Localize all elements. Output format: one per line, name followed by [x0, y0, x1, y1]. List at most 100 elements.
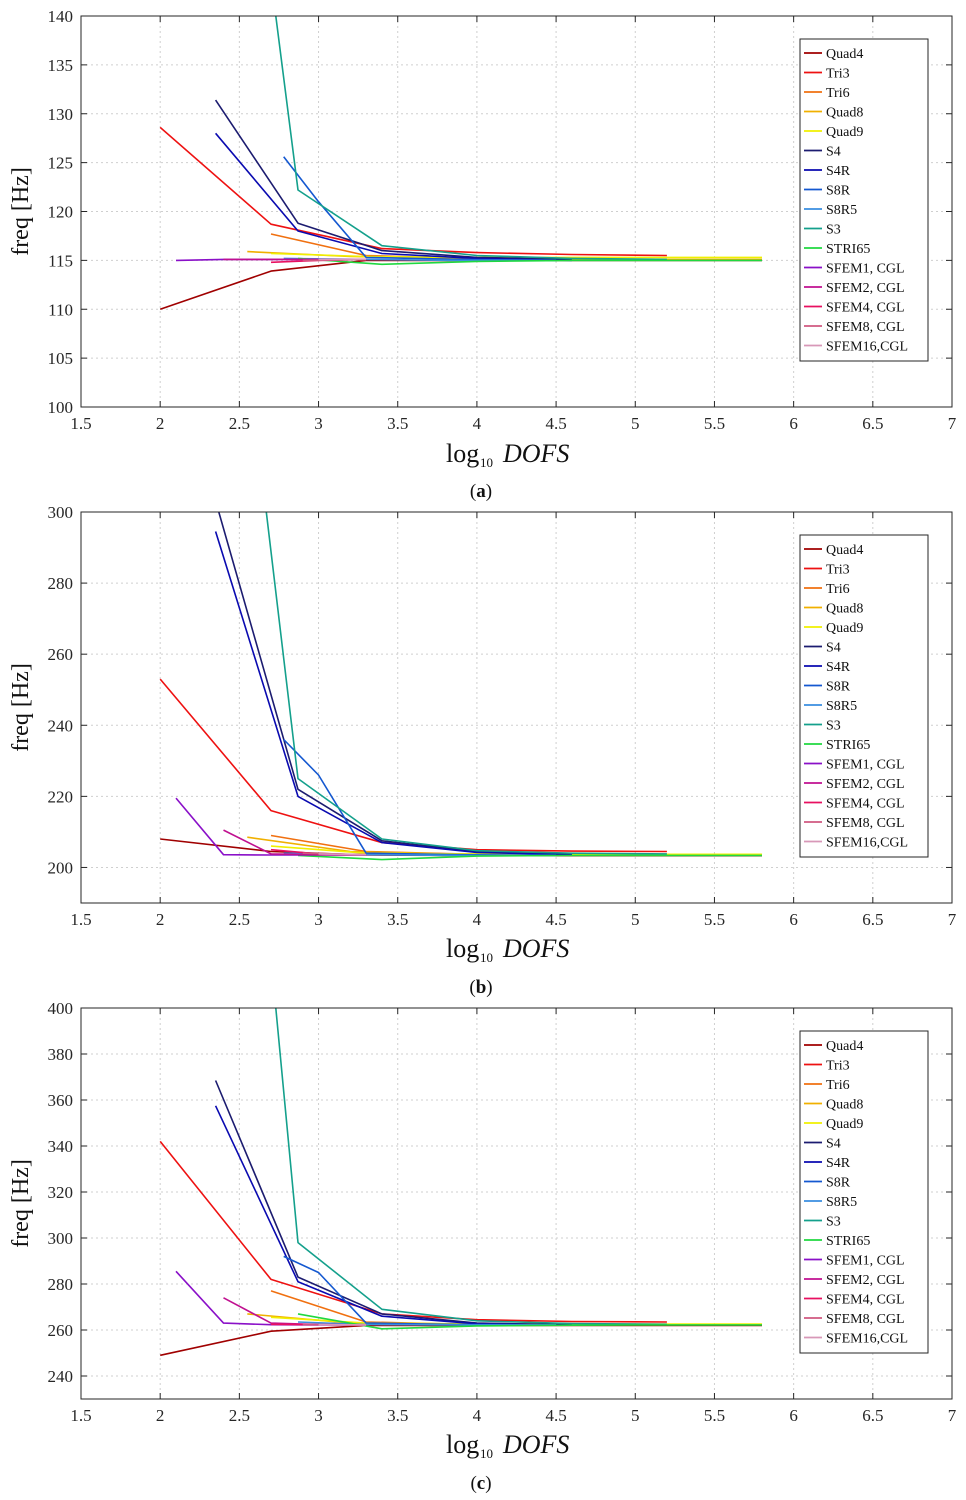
legend-label: S8R5: [826, 203, 857, 218]
legend-label: Quad8: [826, 106, 863, 121]
panel-label-close: ): [486, 977, 492, 998]
legend-item-tri6: Tri6: [804, 582, 850, 597]
legend-item-s8r: S8R: [804, 184, 851, 199]
legend-item-s8r5: S8R5: [804, 699, 857, 714]
series-line-s3: [275, 1008, 667, 1326]
y-tick-label: 120: [48, 203, 74, 222]
x-tick-label: 3: [314, 414, 323, 433]
legend-label: Quad4: [826, 47, 863, 62]
legend-item-quad8: Quad8: [804, 1098, 863, 1113]
x-tick-label: 3.5: [387, 414, 408, 433]
legend-label: S8R5: [826, 699, 857, 714]
x-axis-label-var: DOFS: [502, 439, 569, 468]
legend-label: Quad9: [826, 125, 863, 140]
legend-item-s3: S3: [804, 1215, 841, 1230]
legend-label: SFEM1, CGL: [826, 262, 905, 277]
axes-box: [80, 1007, 953, 1400]
legend-label: STRI65: [826, 242, 870, 257]
x-axis-label-log: log: [446, 934, 479, 963]
x-axis-label-log: log: [446, 439, 479, 468]
x-tick-label: 2.5: [229, 414, 250, 433]
y-tick-label: 100: [48, 398, 74, 417]
legend-label: S8R: [826, 1176, 851, 1191]
legend-item-s4r: S4R: [804, 1156, 851, 1171]
legend-item-tri3: Tri3: [804, 67, 850, 82]
x-tick-label: 2: [156, 414, 165, 433]
legend-label: S4R: [826, 660, 851, 675]
y-tick-label: 110: [48, 300, 73, 319]
legend-item-s3: S3: [804, 223, 841, 238]
legend-label: S4: [826, 1137, 841, 1152]
legend-label: SFEM8, CGL: [826, 816, 905, 831]
legend-item-quad9: Quad9: [804, 621, 863, 636]
x-tick-label: 7: [948, 910, 957, 929]
x-axis-label: log 10 DOFS: [446, 439, 569, 470]
chart-panel-b: 1.5 2 2.5 3 3.5 4 4.5 5 5.5 6 6.5 7 200 220 240 260 280 3…: [8, 503, 957, 998]
legend-item-s8r: S8R: [804, 1176, 851, 1191]
y-axis-label: freq [Hz]: [8, 167, 34, 256]
legend-item-s4r: S4R: [804, 164, 851, 179]
legend-label: SFEM2, CGL: [826, 281, 905, 296]
series-line-s4r: [214, 531, 572, 856]
x-tick-label: 6: [789, 414, 798, 433]
x-tick-label: 7: [948, 414, 957, 433]
x-tick-label: 5.5: [704, 1406, 725, 1425]
panel-label-letter: c: [477, 1473, 485, 1494]
y-axis-label: freq [Hz]: [8, 1159, 34, 1248]
legend-label: Tri3: [826, 67, 850, 82]
series-line-stri65: [297, 1313, 762, 1330]
x-tick-label: 6.5: [862, 1406, 883, 1425]
legend-item-sfem8-cgl: SFEM8, CGL: [804, 816, 905, 831]
series-line-stri65: [297, 854, 762, 861]
legend-item-sfem4-cgl: SFEM4, CGL: [804, 797, 905, 812]
x-tick-label: 5.5: [704, 414, 725, 433]
legend-label: Tri6: [826, 1078, 850, 1093]
legend-label: SFEM2, CGL: [826, 1273, 905, 1288]
x-tick-label: 5: [631, 414, 640, 433]
legend-label: S8R: [826, 680, 851, 695]
legend-item-sfem4-cgl: SFEM4, CGL: [804, 1293, 905, 1308]
y-tick-label: 280: [48, 1275, 74, 1294]
legend-item-tri3: Tri3: [804, 1059, 850, 1074]
panel-label: (a): [470, 481, 492, 502]
x-tick-label: 4: [473, 1406, 482, 1425]
legend-item-sfem2-cgl: SFEM2, CGL: [804, 1273, 905, 1288]
y-axis-label: freq [Hz]: [8, 663, 34, 752]
legend-label: S3: [826, 719, 841, 734]
legend-label: Quad9: [826, 621, 863, 636]
series-line-s3: [275, 16, 667, 261]
legend-item-stri65: STRI65: [804, 242, 870, 257]
y-tick-label: 260: [48, 1321, 74, 1340]
panel-label-open: (: [469, 977, 475, 998]
legend-label: SFEM8, CGL: [826, 1312, 905, 1327]
legend-label: SFEM8, CGL: [826, 320, 905, 335]
legend-item-quad8: Quad8: [804, 106, 863, 121]
legend-item-sfem16-cgl: SFEM16,CGL: [804, 1332, 908, 1347]
legend-label: SFEM4, CGL: [826, 1293, 905, 1308]
legend-label: S3: [826, 223, 841, 238]
x-tick-label: 5: [631, 910, 640, 929]
y-tick-label: 140: [48, 7, 74, 26]
legend: Quad4 Tri3 Tri6 Quad8 Quad9 S4 S4R S8R S8R5 S3 STR…: [799, 534, 929, 858]
legend-label: Quad4: [826, 1039, 863, 1054]
legend-label: SFEM16,CGL: [826, 340, 908, 355]
panel-label-open: (: [470, 1473, 476, 1494]
x-axis-label-var: DOFS: [502, 1430, 569, 1459]
x-tick-label: 1.5: [70, 414, 91, 433]
legend-item-quad4: Quad4: [804, 543, 863, 558]
chart-panel-c: 1.5 2 2.5 3 3.5 4 4.5 5 5.5 6 6.5 7 240 260 280 300 320 3…: [8, 999, 957, 1494]
axes-box: [80, 511, 953, 904]
legend-item-s8r5: S8R5: [804, 203, 857, 218]
series-line-stri65: [297, 257, 762, 266]
legend-item-stri65: STRI65: [804, 1234, 870, 1249]
legend-label: Quad8: [826, 602, 863, 617]
y-tick-label: 320: [48, 1183, 74, 1202]
x-tick-label: 5: [631, 1406, 640, 1425]
series-line-s4: [214, 99, 572, 261]
legend: Quad4 Tri3 Tri6 Quad8 Quad9 S4 S4R S8R S8R5 S3 STR…: [799, 38, 929, 362]
y-tick-label: 340: [48, 1137, 74, 1156]
panel-label-close: ): [486, 481, 492, 502]
x-axis-label: log 10 DOFS: [446, 1430, 569, 1461]
x-tick-label: 2.5: [229, 1406, 250, 1425]
legend-item-quad4: Quad4: [804, 47, 863, 62]
